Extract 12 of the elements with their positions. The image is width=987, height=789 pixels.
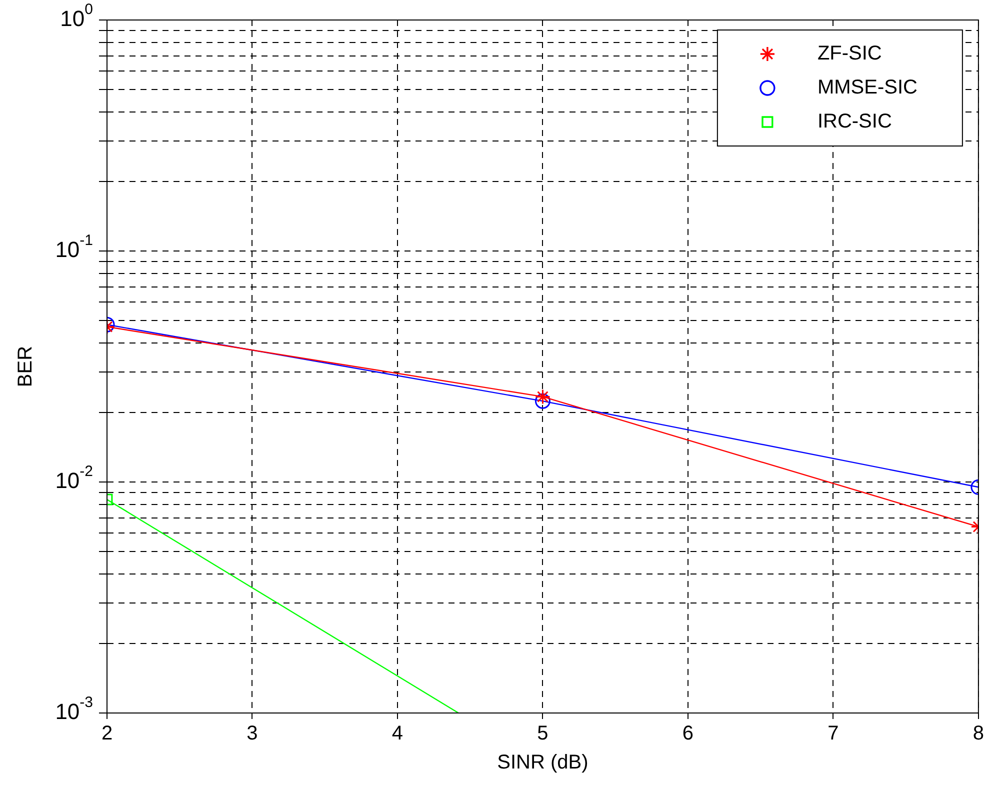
y-axis-title: BER: [14, 346, 37, 388]
x-tick-label: 8: [972, 722, 984, 745]
legend-label: MMSE-SIC: [817, 76, 918, 99]
x-tick-label: 2: [101, 722, 113, 745]
x-tick-label: 3: [246, 722, 258, 745]
legend-label: ZF-SIC: [817, 42, 882, 65]
x-tick-label: 5: [537, 722, 548, 745]
x-axis-title: SINR (dB): [497, 752, 588, 774]
x-tick-label: 7: [828, 722, 839, 745]
x-tick-label: 4: [392, 722, 404, 745]
x-tick-label: 6: [682, 722, 694, 745]
legend-label: IRC-SIC: [817, 110, 892, 133]
